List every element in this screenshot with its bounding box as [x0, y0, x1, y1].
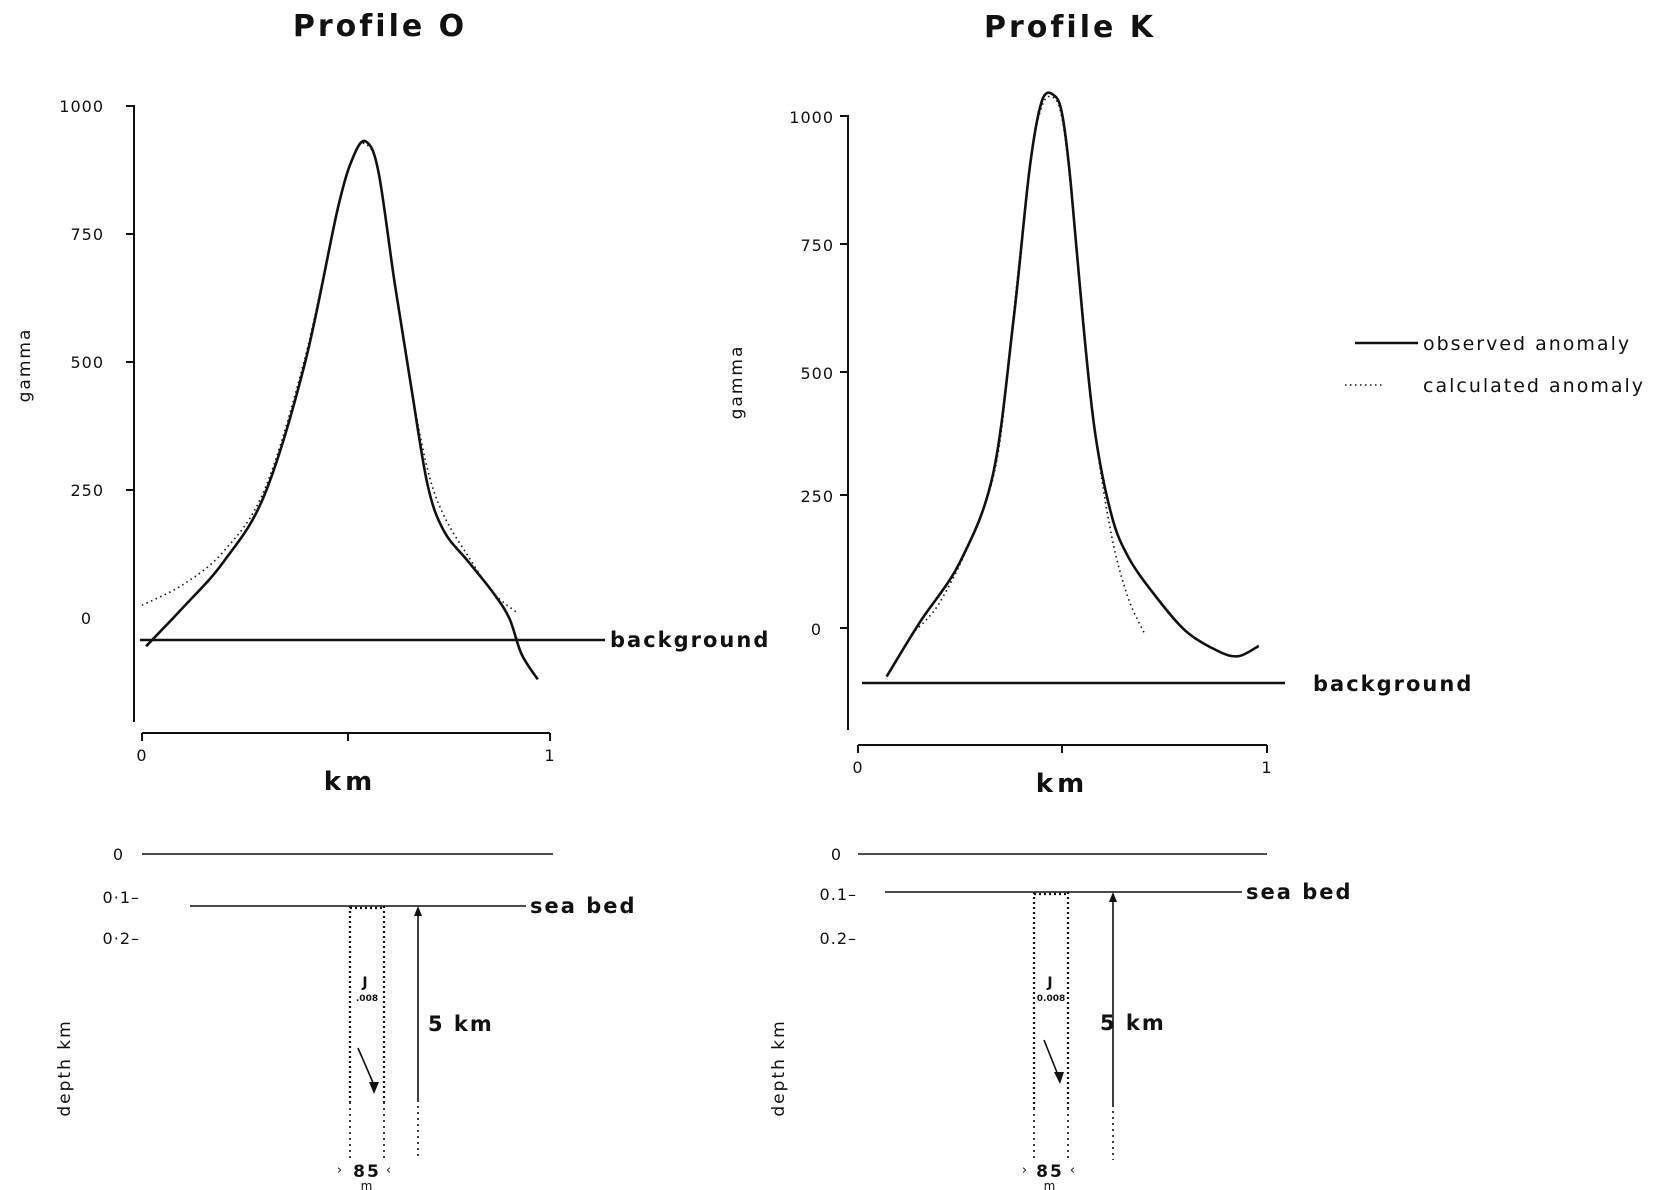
- profile-o-ytick-label: 1000: [59, 97, 104, 116]
- profile-o-ytick-label: 0: [81, 609, 92, 628]
- profile-k-ytick-label: 500: [800, 364, 834, 383]
- profile-o-title: Profile O: [293, 9, 467, 44]
- profile-k-observed-curve: [885, 91, 1260, 678]
- profile-k-depth-tick: 0.1–: [820, 885, 857, 904]
- profile-o-xtick-label: 1: [544, 746, 555, 765]
- profile-o-section: sea bed 0 0·1– 0·2– depth km J .008 5 km…: [55, 845, 637, 1190]
- profile-k-susceptibility-value: 0.008: [1037, 994, 1065, 1004]
- profile-k: Profile K 1000 750 500 250 0 gamma 0 1 k…: [727, 10, 1473, 1190]
- profile-k-ytick-label: 0: [811, 620, 822, 639]
- profile-o-x-label: km: [324, 767, 376, 797]
- profile-k-section: sea bed 0 0.1– 0.2– depth km J 0.008 5 k…: [769, 845, 1353, 1190]
- profile-o-ytick-label: 500: [70, 353, 104, 372]
- profile-o-background-label: background: [610, 628, 770, 652]
- legend-calculated-label: calculated anomaly: [1423, 375, 1645, 397]
- profile-o-y-ticks: 1000 750 500 250 0: [59, 97, 134, 628]
- profile-o-susceptibility-symbol: J: [361, 975, 369, 991]
- profile-k-y-label: gamma: [727, 345, 747, 420]
- profile-k-title: Profile K: [984, 10, 1156, 45]
- legend: observed anomaly calculated anomaly: [1345, 333, 1645, 397]
- profile-o-depth-tick: 0·2–: [103, 929, 140, 948]
- profile-o-y-label: gamma: [15, 328, 35, 403]
- profile-o-depth-arrowhead: [414, 906, 422, 916]
- profile-k-ytick-label: 750: [800, 236, 834, 255]
- profile-k-seabed-label: sea bed: [1246, 880, 1353, 904]
- profile-k-depth-arrowhead: [1109, 892, 1117, 902]
- profile-o-depth-label: depth km: [55, 1019, 75, 1116]
- profile-k-depth-label: depth km: [769, 1019, 789, 1116]
- profile-o-pointer-arrowhead: [369, 1082, 379, 1094]
- profile-o-depth-tick: 0: [113, 845, 124, 864]
- profile-k-width-arrow-left: ›: [1022, 1163, 1028, 1178]
- profile-k-depth-value: 5 km: [1100, 1011, 1166, 1035]
- profile-k-depth-tick: 0.2–: [820, 929, 857, 948]
- profile-o-depth-tick: 0·1–: [103, 888, 140, 907]
- profile-o-width-arrow-right: ‹: [386, 1163, 392, 1178]
- profile-k-ytick-label: 1000: [789, 108, 834, 127]
- profile-k-x-label: km: [1036, 769, 1088, 799]
- profile-o-depth-value: 5 km: [428, 1012, 494, 1036]
- profile-o-seabed-label: sea bed: [530, 894, 637, 918]
- profile-k-width-value: 85: [1036, 1162, 1064, 1182]
- profile-k-background-label: background: [1313, 672, 1473, 696]
- profile-o-susceptibility-pointer: [357, 1047, 375, 1086]
- legend-observed-label: observed anomaly: [1423, 333, 1631, 355]
- profile-o-ytick-label: 250: [70, 481, 104, 500]
- profile-k-xtick-label: 1: [1261, 758, 1272, 777]
- profile-k-depth-tick: 0: [831, 845, 842, 864]
- profile-k-width-unit: m: [1044, 1179, 1057, 1190]
- profile-k-width-arrow-right: ‹: [1070, 1163, 1076, 1178]
- profile-o-calculated-curve: [141, 142, 518, 614]
- profile-o: Profile O 1000 750 500 250 0 gamma 0 1 k…: [15, 9, 770, 1190]
- profile-o-width-value: 85: [353, 1162, 381, 1182]
- profile-o-width-unit: m: [361, 1179, 374, 1190]
- profile-o-width-arrow-left: ›: [337, 1163, 343, 1178]
- profile-o-ytick-label: 750: [70, 225, 104, 244]
- profile-o-xtick-label: 0: [136, 746, 147, 765]
- profile-k-xtick-label: 0: [852, 758, 863, 777]
- profile-k-pointer-arrowhead: [1054, 1072, 1064, 1084]
- profile-k-susceptibility-symbol: J: [1046, 975, 1054, 991]
- profile-o-susceptibility-value: .008: [356, 994, 378, 1004]
- profile-k-susceptibility-pointer: [1043, 1039, 1059, 1076]
- profile-o-observed-curve: [145, 139, 539, 681]
- profile-k-ytick-label: 250: [800, 487, 834, 506]
